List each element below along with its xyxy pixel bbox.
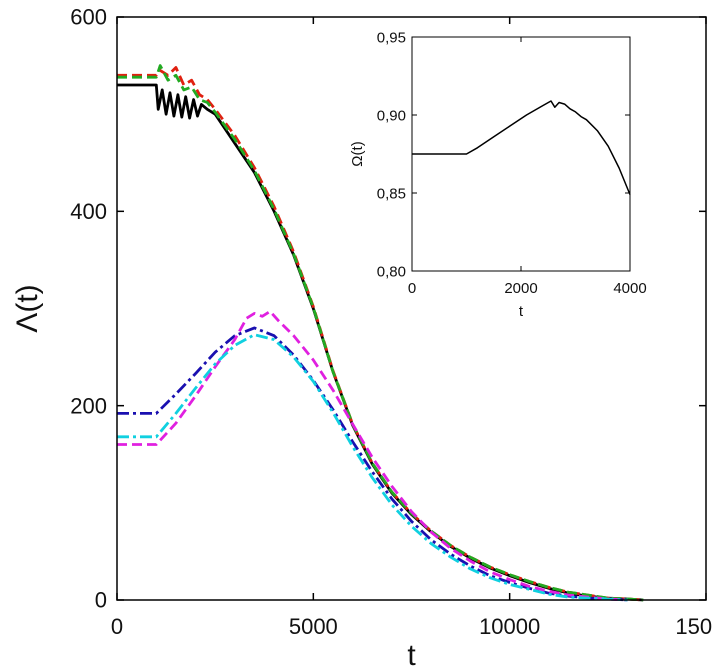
y-tick-label: 400 [70, 199, 107, 224]
series-line-0 [412, 100, 631, 195]
y-tick-label: 0,95 [377, 29, 406, 46]
x-tick-label: 0 [408, 280, 416, 297]
y-tick-label: 0,80 [377, 263, 406, 280]
y-tick-label: 200 [70, 393, 107, 418]
plot-frame [116, 16, 707, 601]
x-tick-label: 2000 [504, 280, 537, 297]
x-tick-label: 5000 [289, 614, 338, 639]
y-axis-label: Ω(t) [349, 141, 366, 166]
series-line-2 [117, 64, 644, 602]
x-axis-label: t [519, 303, 524, 320]
x-tick-label: 10000 [479, 614, 540, 639]
y-tick-label: 0,85 [377, 185, 406, 202]
y-tick-label: 0 [95, 588, 107, 613]
x-tick-label: 0 [111, 614, 123, 639]
x-tick-label: 4000 [613, 280, 646, 297]
y-tick-label: 0,90 [377, 107, 406, 124]
main-plot: 0 5000 10000 15000 0 200 400 600 t Λ(t) [11, 5, 712, 669]
y-axis-label: Λ(t) [11, 284, 44, 332]
y-tick-label: 600 [70, 5, 107, 30]
x-tick-label: 15000 [675, 614, 712, 639]
series-line-3 [117, 326, 628, 602]
series-line-4 [117, 310, 628, 602]
inset-plot: 0 2000 4000 0,80 0,85 0,90 0,95 t Ω(t) [349, 29, 647, 320]
x-axis-label: t [407, 639, 416, 669]
